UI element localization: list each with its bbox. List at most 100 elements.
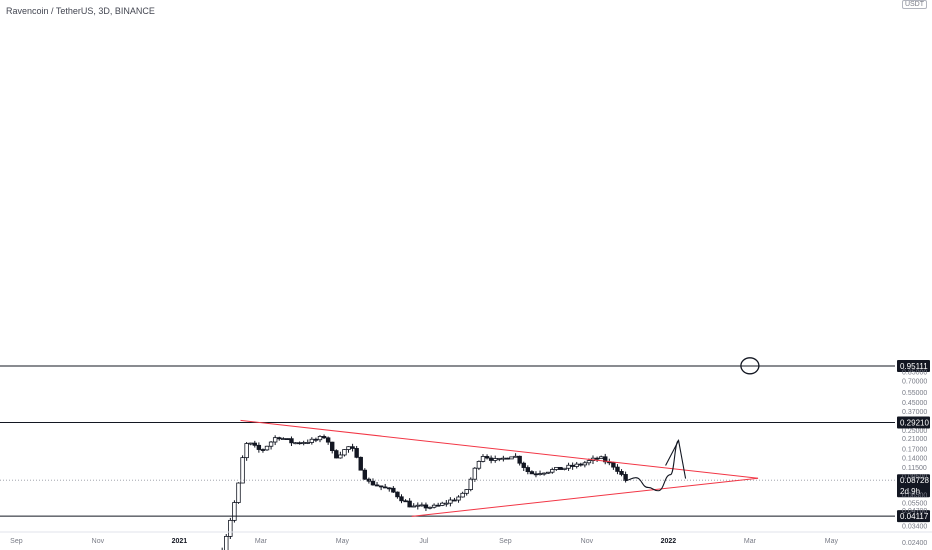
candle-body bbox=[497, 457, 502, 460]
candle-body bbox=[545, 471, 551, 474]
candle-body bbox=[582, 462, 588, 466]
price-tick-label: 0.03400 bbox=[902, 523, 927, 530]
candle-body bbox=[293, 442, 298, 445]
price-tick-label: 0.05500 bbox=[902, 500, 927, 507]
candle-body bbox=[513, 455, 518, 458]
candle-body bbox=[228, 519, 233, 537]
candles-layer bbox=[221, 434, 628, 550]
candle-body bbox=[623, 474, 628, 482]
candle-body bbox=[268, 441, 274, 447]
candle-body bbox=[517, 455, 522, 464]
candle-body bbox=[525, 467, 531, 473]
price-tick-label: 0.09500 bbox=[902, 474, 927, 481]
candle-body bbox=[598, 456, 604, 460]
candle-body bbox=[272, 437, 278, 443]
level-price-tag bbox=[897, 510, 930, 523]
candle-body bbox=[391, 487, 396, 493]
time-tick-label: Jul bbox=[419, 538, 428, 545]
candle-body bbox=[476, 460, 482, 469]
candle-body bbox=[232, 502, 237, 521]
level-price-label: 0.04117 bbox=[900, 512, 929, 521]
candle-body bbox=[440, 502, 445, 506]
candle-body bbox=[427, 506, 433, 509]
candle-body bbox=[334, 450, 339, 459]
candle-body bbox=[382, 486, 388, 489]
price-tick-label: 0.02400 bbox=[902, 540, 927, 547]
candle-body bbox=[472, 467, 478, 480]
candle-body bbox=[248, 442, 253, 445]
time-tick-label: Sep bbox=[10, 538, 23, 545]
candle-body bbox=[448, 499, 453, 504]
candle-body bbox=[362, 469, 368, 480]
candle-body bbox=[236, 482, 241, 503]
candle-body bbox=[578, 463, 583, 466]
candle-body bbox=[423, 504, 429, 509]
descending-resistance-line bbox=[240, 419, 759, 479]
candle-body bbox=[444, 502, 449, 505]
candle-body bbox=[537, 473, 543, 475]
candle-body bbox=[452, 499, 457, 502]
time-tick-label: Sep bbox=[499, 538, 512, 545]
price-tick-label: 0.21000 bbox=[902, 436, 927, 443]
candle-body bbox=[403, 500, 408, 503]
candle-body bbox=[464, 489, 469, 494]
candle-body bbox=[317, 436, 323, 441]
price-tick-label: 0.04700 bbox=[902, 508, 927, 515]
candle-body bbox=[407, 500, 412, 508]
candle-body bbox=[395, 491, 400, 498]
candle-body bbox=[244, 443, 249, 459]
candle-body bbox=[619, 471, 624, 475]
candle-body bbox=[354, 448, 359, 458]
candle-body bbox=[419, 504, 425, 507]
candle-body bbox=[240, 457, 245, 484]
candle-body bbox=[338, 454, 343, 459]
candle-body bbox=[501, 457, 506, 460]
candle-body bbox=[460, 492, 465, 498]
candle-body bbox=[281, 438, 286, 440]
candle-body bbox=[256, 444, 262, 450]
time-tick-label: Mar bbox=[255, 538, 268, 545]
candle-body bbox=[615, 466, 620, 472]
candle-body bbox=[562, 467, 567, 470]
current-price-label: 0.08728 bbox=[900, 476, 929, 485]
price-tick-label: 0.55000 bbox=[902, 390, 927, 397]
price-tick-label: 0.25000 bbox=[902, 428, 927, 435]
candle-body bbox=[301, 442, 306, 444]
candle-body bbox=[366, 478, 372, 482]
candle-body bbox=[529, 471, 535, 475]
level-price-tag bbox=[897, 416, 930, 429]
candle-body bbox=[387, 487, 392, 490]
candle-body bbox=[399, 496, 404, 502]
candle-body bbox=[305, 442, 310, 444]
candle-body bbox=[586, 460, 592, 464]
candle-body bbox=[325, 437, 331, 443]
projected-path-arrow bbox=[625, 440, 680, 492]
candle-body bbox=[358, 456, 363, 471]
candle-body bbox=[533, 473, 539, 476]
candle-body bbox=[374, 484, 380, 487]
candle-body bbox=[521, 462, 526, 468]
price-tick-label: 0.37000 bbox=[902, 409, 927, 416]
time-tick-label: Nov bbox=[92, 538, 105, 545]
candle-body bbox=[456, 496, 461, 501]
candle-body bbox=[309, 438, 315, 443]
price-tick-label: 0.70000 bbox=[902, 379, 927, 386]
time-tick-label: Mar bbox=[744, 538, 757, 545]
current-price-tag bbox=[897, 474, 930, 498]
candle-body bbox=[370, 480, 376, 486]
ascending-support-line bbox=[411, 477, 759, 517]
trendlines-layer bbox=[240, 419, 759, 517]
price-tick-label: 0.45000 bbox=[902, 400, 927, 407]
candle-body bbox=[505, 457, 510, 460]
candle-body bbox=[611, 462, 616, 468]
currency-unit-label[interactable]: USDT bbox=[901, 0, 927, 9]
candle-body bbox=[346, 446, 351, 450]
candle-body bbox=[541, 472, 547, 475]
candle-body bbox=[342, 449, 347, 456]
candle-body bbox=[350, 446, 355, 449]
price-tick-label: 0.85000 bbox=[902, 369, 927, 376]
chart-title: Ravencoin / TetherUS, 3D, BINANCE bbox=[6, 6, 155, 16]
candle-body bbox=[480, 456, 486, 462]
